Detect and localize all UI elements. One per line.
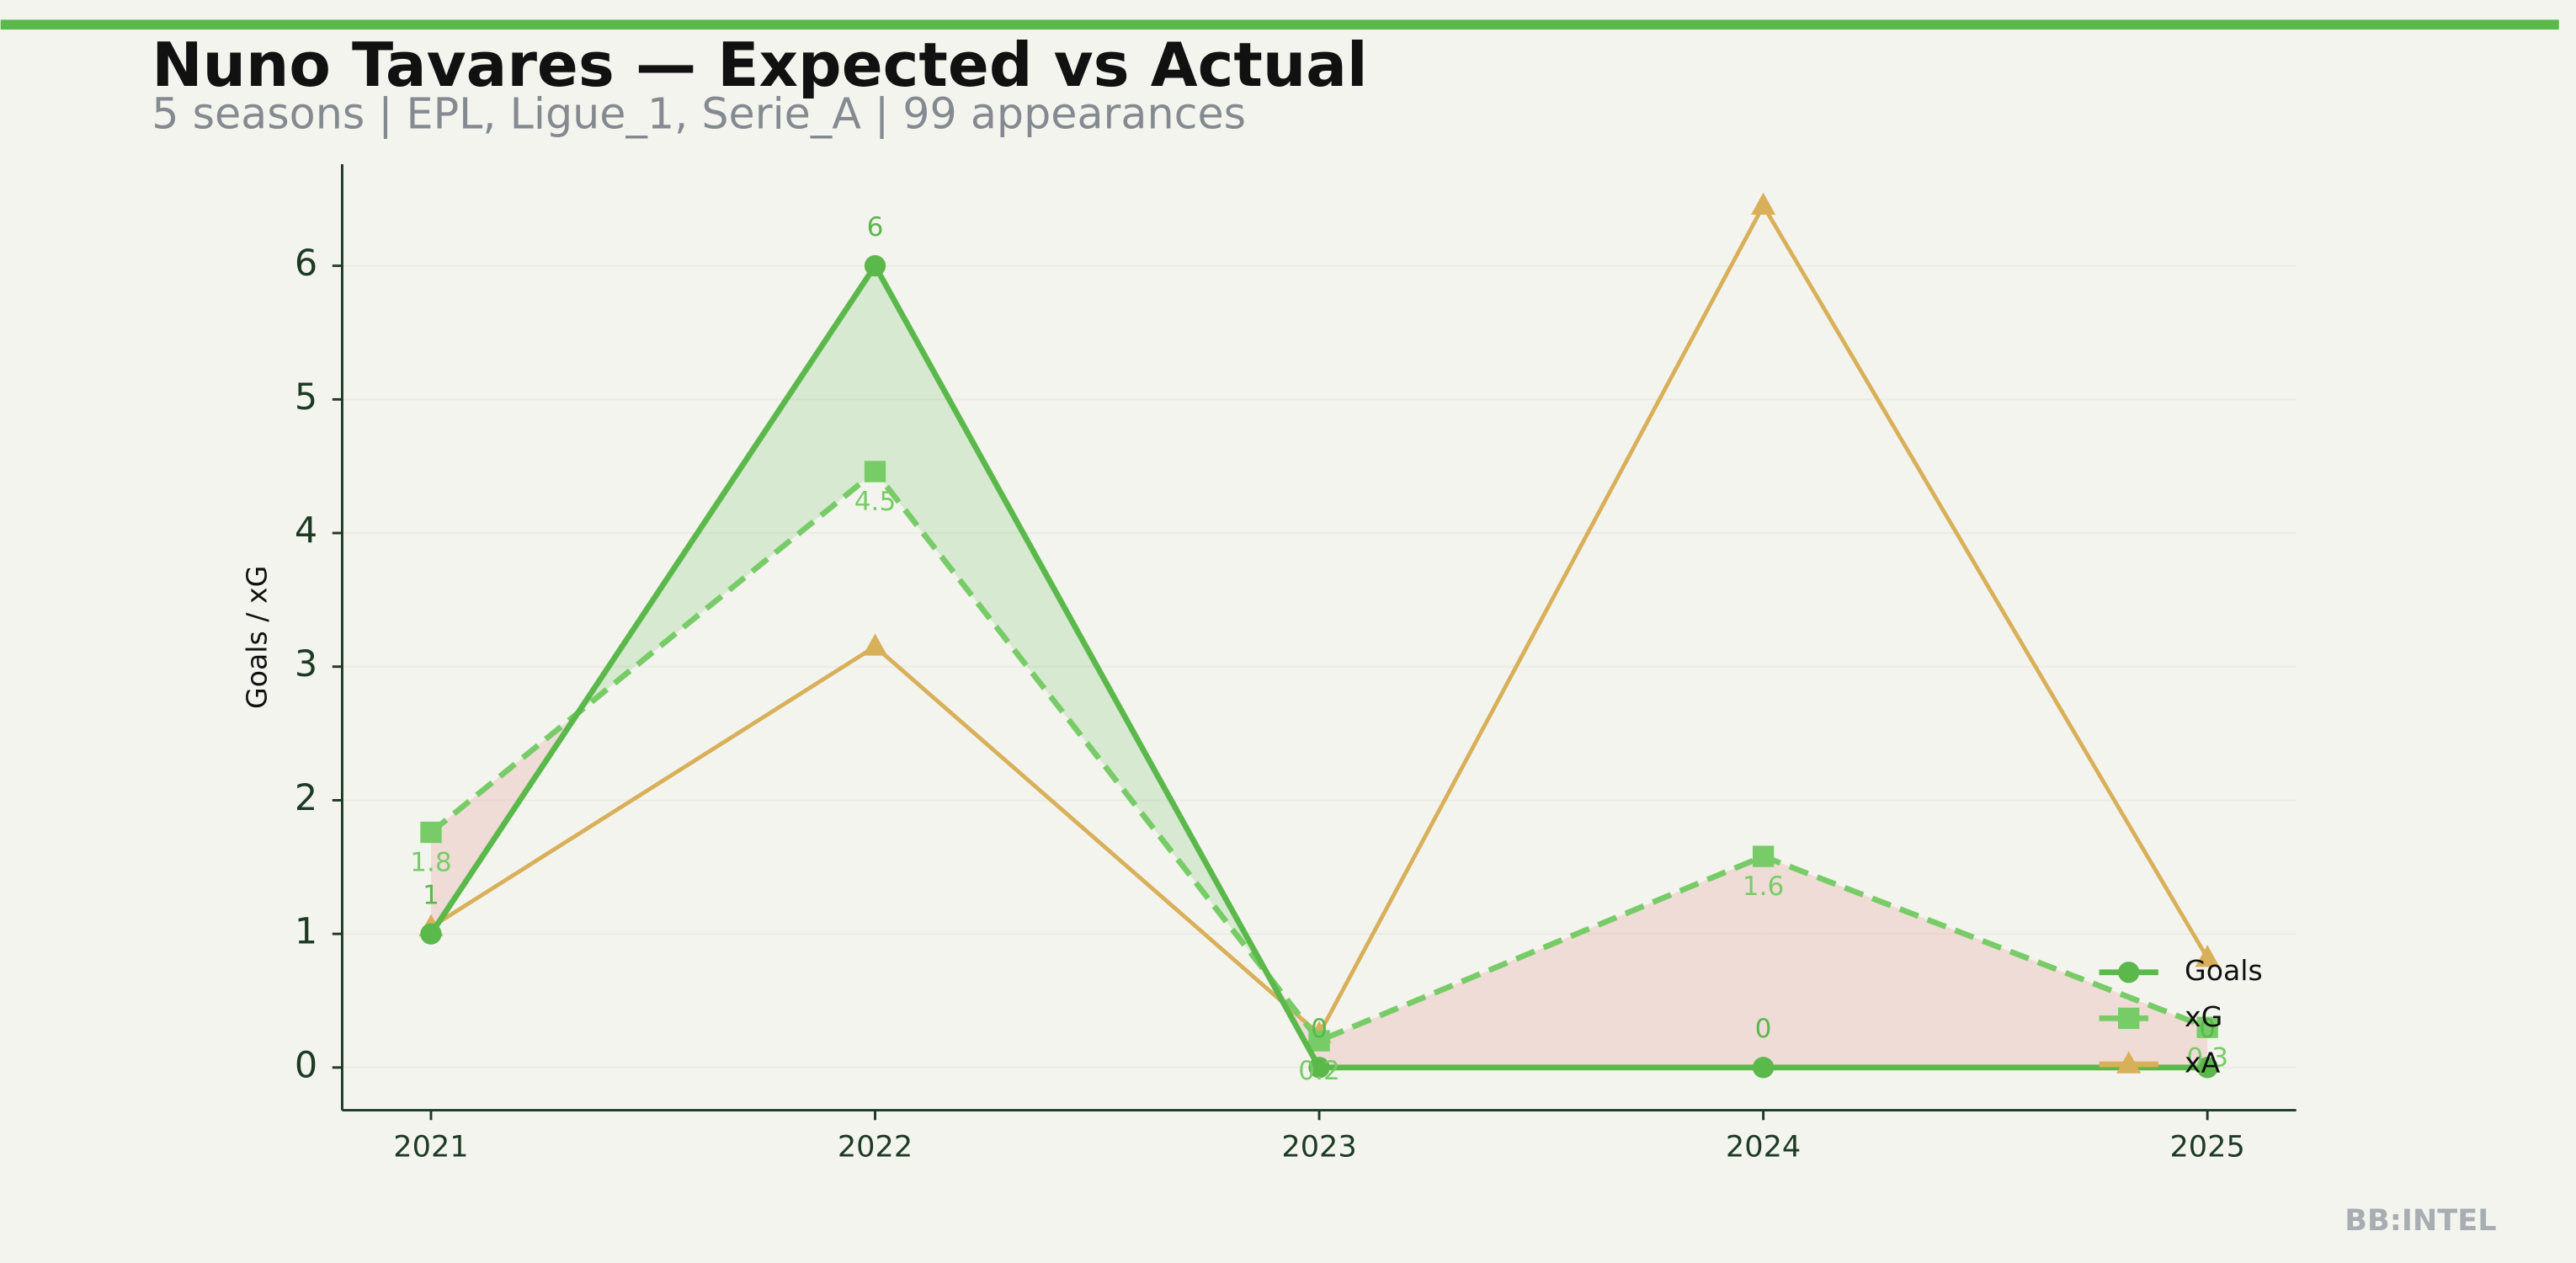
legend-label: xG — [2185, 1000, 2222, 1033]
marker — [862, 633, 888, 656]
marker — [2118, 962, 2140, 983]
data-label: 1.6 — [1743, 871, 1785, 902]
marker — [1752, 1057, 1775, 1079]
y-tick-label: 1 — [295, 911, 317, 953]
marker — [420, 923, 442, 945]
x-tick-label: 2021 — [393, 1129, 468, 1164]
marker — [1752, 845, 1775, 867]
y-tick-label: 3 — [295, 643, 317, 685]
watermark: BB:INTEL — [2344, 1203, 2496, 1238]
y-tick-label: 2 — [295, 777, 317, 819]
marker — [1308, 1057, 1330, 1079]
legend: Goals xG xA — [2099, 954, 2263, 1079]
marker — [1308, 1030, 1330, 1052]
chart-subtitle: 5 seasons | EPL, Ligue_1, Serie_A | 99 a… — [152, 88, 1246, 139]
marker — [2118, 1007, 2140, 1030]
series-line — [429, 201, 2210, 1037]
marker — [420, 821, 442, 844]
data-label: 6 — [867, 212, 884, 242]
x-tick-label: 2022 — [838, 1129, 913, 1164]
difference-fill — [1763, 856, 2208, 1068]
marker — [2116, 1051, 2142, 1074]
data-label: 0 — [1311, 1014, 1328, 1044]
y-tick-label: 0 — [295, 1044, 317, 1086]
legend-label: xA — [2185, 1046, 2221, 1079]
data-label: 0 — [2199, 1014, 2216, 1044]
marker — [2196, 1057, 2218, 1079]
marker — [864, 254, 886, 277]
difference-fill — [577, 265, 876, 713]
y-tick-label: 5 — [295, 376, 317, 418]
y-tick-label: 6 — [295, 242, 317, 285]
x-tick-label: 2024 — [1726, 1129, 1801, 1164]
marker — [864, 461, 886, 482]
data-label: 0 — [1755, 1014, 1772, 1044]
legend-label: Goals — [2185, 954, 2263, 987]
data-label: 1.8 — [410, 848, 452, 878]
marker — [2196, 1016, 2218, 1038]
data-label: 0.3 — [2186, 1042, 2228, 1073]
chart-title: Nuno Tavares — Expected vs Actual — [152, 30, 1367, 101]
series-line — [428, 467, 2209, 1045]
x-tick-label: 2025 — [2169, 1129, 2244, 1164]
difference-fill — [1319, 856, 1764, 1068]
marker — [1750, 192, 1776, 215]
data-label: 1 — [423, 880, 439, 910]
marker — [2195, 945, 2220, 967]
x-tick-label: 2023 — [1281, 1129, 1356, 1164]
data-label: 4.5 — [854, 487, 897, 517]
y-tick-label: 4 — [295, 510, 317, 552]
y-axis-label: Goals / xG — [240, 566, 273, 709]
top-bar — [0, 19, 2559, 30]
data-label: 0.2 — [1298, 1056, 1340, 1086]
